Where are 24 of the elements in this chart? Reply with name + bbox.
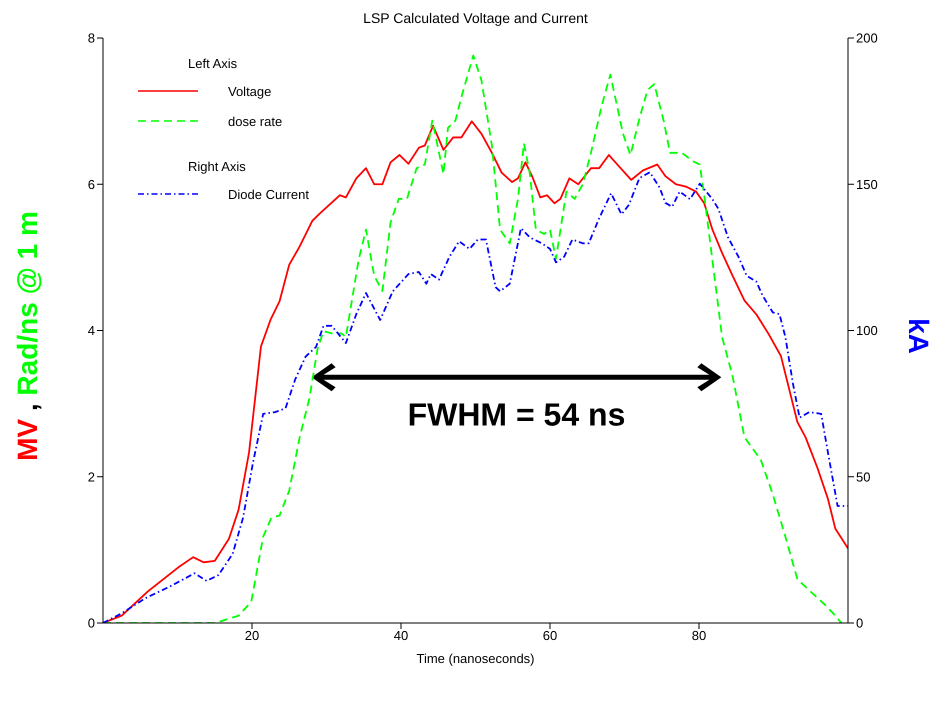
y-tick-label: 2 <box>88 469 95 484</box>
x-axis-title: Time (nanoseconds) <box>416 651 535 666</box>
y2-tick-label: 0 <box>856 616 864 631</box>
legend-label: Diode Current <box>228 187 310 202</box>
y2-tick-label: 200 <box>856 30 878 46</box>
y-axis-title: MV , Rad/ns @ 1 m <box>12 210 43 460</box>
y-tick-label: 4 <box>88 323 95 338</box>
y2-tick-label: 100 <box>856 323 878 338</box>
annotation: Left Axis <box>188 56 238 71</box>
chart-title: LSP Calculated Voltage and Current <box>362 10 589 26</box>
y2-tick-label: 150 <box>856 176 878 192</box>
x-tick-label: 60 <box>542 628 558 644</box>
y-tick-label: 0 <box>88 616 95 631</box>
y-tick-label: 6 <box>88 176 95 192</box>
y-tick-label: 8 <box>88 30 95 46</box>
annotation: FWHM = 54 ns <box>408 396 626 432</box>
x-tick-label: 40 <box>394 628 408 644</box>
y2-tick-label: 50 <box>856 469 870 484</box>
legend-label: Voltage <box>228 84 272 99</box>
y2-axis-title: kA <box>902 318 934 354</box>
x-tick-label: 20 <box>244 628 260 644</box>
legend-label: dose rate <box>228 114 282 129</box>
x-tick-label: 80 <box>692 628 706 644</box>
annotation: Right Axis <box>188 159 246 174</box>
